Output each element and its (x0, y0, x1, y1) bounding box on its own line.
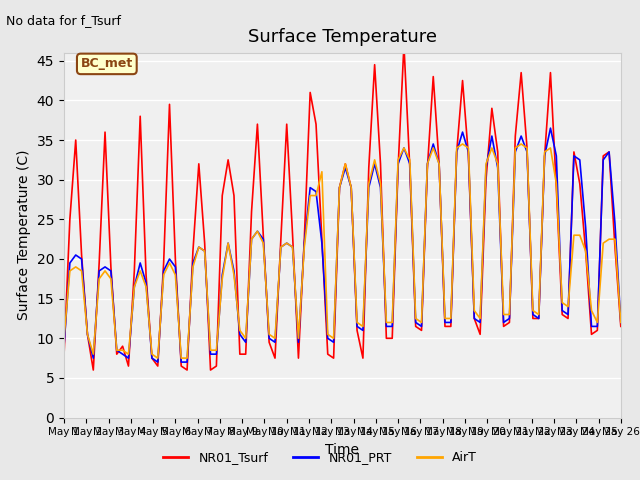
NR01_Tsurf (582, 248, 589, 254)
NR01_PRT (136, 260, 144, 266)
AirT (136, 268, 144, 274)
Line: NR01_PRT: NR01_PRT (64, 128, 621, 362)
NR01_Tsurf (224, 157, 232, 163)
AirT (224, 240, 232, 246)
NR01_Tsurf (307, 90, 314, 96)
Title: Surface Temperature: Surface Temperature (248, 28, 437, 46)
AirT (582, 248, 589, 254)
AirT (459, 141, 467, 147)
NR01_Tsurf (90, 367, 97, 373)
NR01_PRT (617, 320, 625, 325)
AirT (365, 181, 372, 187)
NR01_PRT (154, 359, 162, 365)
NR01_Tsurf (348, 185, 355, 191)
Line: NR01_Tsurf: NR01_Tsurf (64, 45, 621, 370)
Y-axis label: Surface Temperature (C): Surface Temperature (C) (17, 150, 31, 321)
NR01_Tsurf (400, 42, 408, 48)
NR01_PRT (307, 185, 314, 191)
NR01_PRT (348, 185, 355, 191)
NR01_Tsurf (142, 272, 150, 278)
AirT (617, 320, 625, 325)
Line: AirT: AirT (64, 144, 621, 358)
NR01_PRT (582, 224, 589, 230)
Text: BC_met: BC_met (81, 58, 133, 71)
NR01_PRT (224, 240, 232, 246)
Legend: NR01_Tsurf, NR01_PRT, AirT: NR01_Tsurf, NR01_PRT, AirT (159, 446, 481, 469)
AirT (154, 355, 162, 361)
NR01_Tsurf (365, 165, 372, 171)
NR01_PRT (365, 185, 372, 191)
AirT (60, 336, 68, 341)
NR01_PRT (547, 125, 554, 131)
AirT (348, 185, 355, 191)
NR01_Tsurf (60, 353, 68, 359)
AirT (307, 192, 314, 198)
X-axis label: Time: Time (325, 443, 360, 457)
Text: No data for f_Tsurf: No data for f_Tsurf (6, 14, 122, 27)
NR01_Tsurf (617, 324, 625, 329)
NR01_PRT (60, 343, 68, 349)
